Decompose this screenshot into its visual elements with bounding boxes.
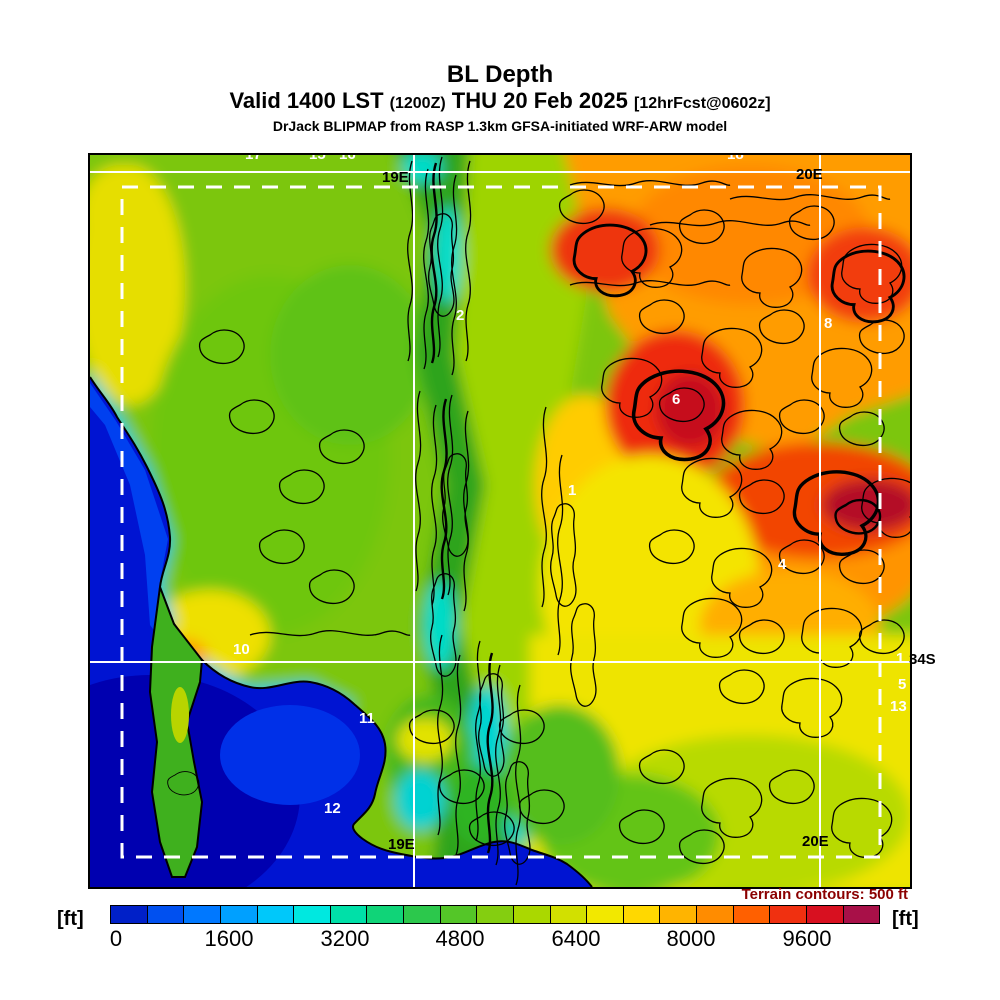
colorbar-segment — [477, 906, 514, 923]
colorbar-segment — [111, 906, 148, 923]
site-label-4: 4 — [778, 556, 787, 573]
site-label-2: 2 — [456, 307, 465, 324]
colorbar-segment — [440, 906, 478, 923]
colorbar-segment — [770, 906, 807, 923]
site-label-6: 6 — [672, 391, 681, 408]
valid-time-line: Valid 1400 LST (1200Z) THU 20 Feb 2025 [… — [0, 88, 1000, 117]
colorbar-tick-3200: 3200 — [320, 926, 370, 951]
site-label-12: 12 — [324, 800, 341, 817]
site-label-edge-1: 1 — [896, 650, 905, 667]
colorbar-segment — [550, 906, 588, 923]
colorbar-tick-8000: 8000 — [666, 926, 716, 951]
colorbar-segment — [733, 906, 771, 923]
colorbar-unit-right: [ft] — [892, 908, 919, 930]
site-label-10: 10 — [233, 641, 250, 658]
colorbar-segment — [220, 906, 258, 923]
meridian-label-20e-bottom: 20E — [802, 833, 829, 850]
page-title: BL Depth — [446, 61, 554, 88]
site-label-8: 8 — [824, 315, 833, 332]
valid-zulu: (1200Z) — [389, 95, 446, 112]
colorbar-segment — [184, 906, 221, 923]
parallel-label-34s: 34S — [909, 651, 936, 668]
map-canvas — [90, 155, 910, 887]
site-label-edge-5: 5 — [898, 676, 907, 693]
site-label-edge-13: 13 — [890, 698, 907, 715]
model-credit-line: DrJack BLIPMAP from RASP 1.3km GFSA-init… — [272, 118, 728, 134]
forecast-run: [12hrFcst@0602z] — [634, 95, 771, 112]
ocean — [90, 376, 593, 887]
coastline — [90, 376, 593, 887]
colorbar-segment — [330, 906, 368, 923]
colorbar-segment — [697, 906, 734, 923]
meridian-label-20e-top: 20E — [796, 166, 823, 183]
terrain-contours-note: Terrain contours: 500 ft — [741, 886, 908, 903]
latlon-grid — [90, 155, 910, 887]
colorbar-segment — [147, 906, 185, 923]
site-label-16: 16 — [339, 153, 356, 163]
site-label-17: 17 — [245, 153, 262, 163]
colorbar-tick-9600: 9600 — [782, 926, 832, 951]
colorbar-segment — [843, 906, 880, 923]
colorbar-segment — [513, 906, 551, 923]
colorbar-unit-left: [ft] — [57, 908, 84, 930]
colorbar-segment — [404, 906, 441, 923]
valid-time: Valid 1400 LST — [229, 88, 384, 113]
site-label-11: 11 — [359, 710, 375, 727]
colorbar-segment — [257, 906, 295, 923]
bl-depth-map: 19E 20E 19E 20E 17 15 16 18 2 8 6 1 4 10… — [88, 153, 912, 889]
site-label-15: 15 — [309, 153, 326, 163]
colorbar-segments — [110, 905, 880, 924]
site-label-1: 1 — [568, 482, 577, 499]
meridian-label-19e-top: 19E — [382, 169, 409, 186]
colorbar-segment — [806, 906, 844, 923]
colorbar-tick-0: 0 — [109, 926, 123, 951]
colorbar-tick-1600: 1600 — [204, 926, 254, 951]
colorbar-tick-4800: 4800 — [435, 926, 485, 951]
title-block: BL Depth Valid 1400 LST (1200Z) THU 20 F… — [0, 62, 1000, 135]
valid-date: THU 20 Feb 2025 — [451, 88, 628, 113]
colorbar-segment — [623, 906, 661, 923]
colorbar-segment — [587, 906, 624, 923]
colorbar-segment — [367, 906, 404, 923]
meridian-label-19e-bottom: 19E — [388, 836, 415, 853]
colorbar-tick-6400: 6400 — [551, 926, 601, 951]
colorbar-segment — [294, 906, 331, 923]
model-domain-boundary — [120, 185, 882, 859]
colorbar-segment — [660, 906, 697, 923]
site-label-18: 18 — [727, 153, 744, 163]
